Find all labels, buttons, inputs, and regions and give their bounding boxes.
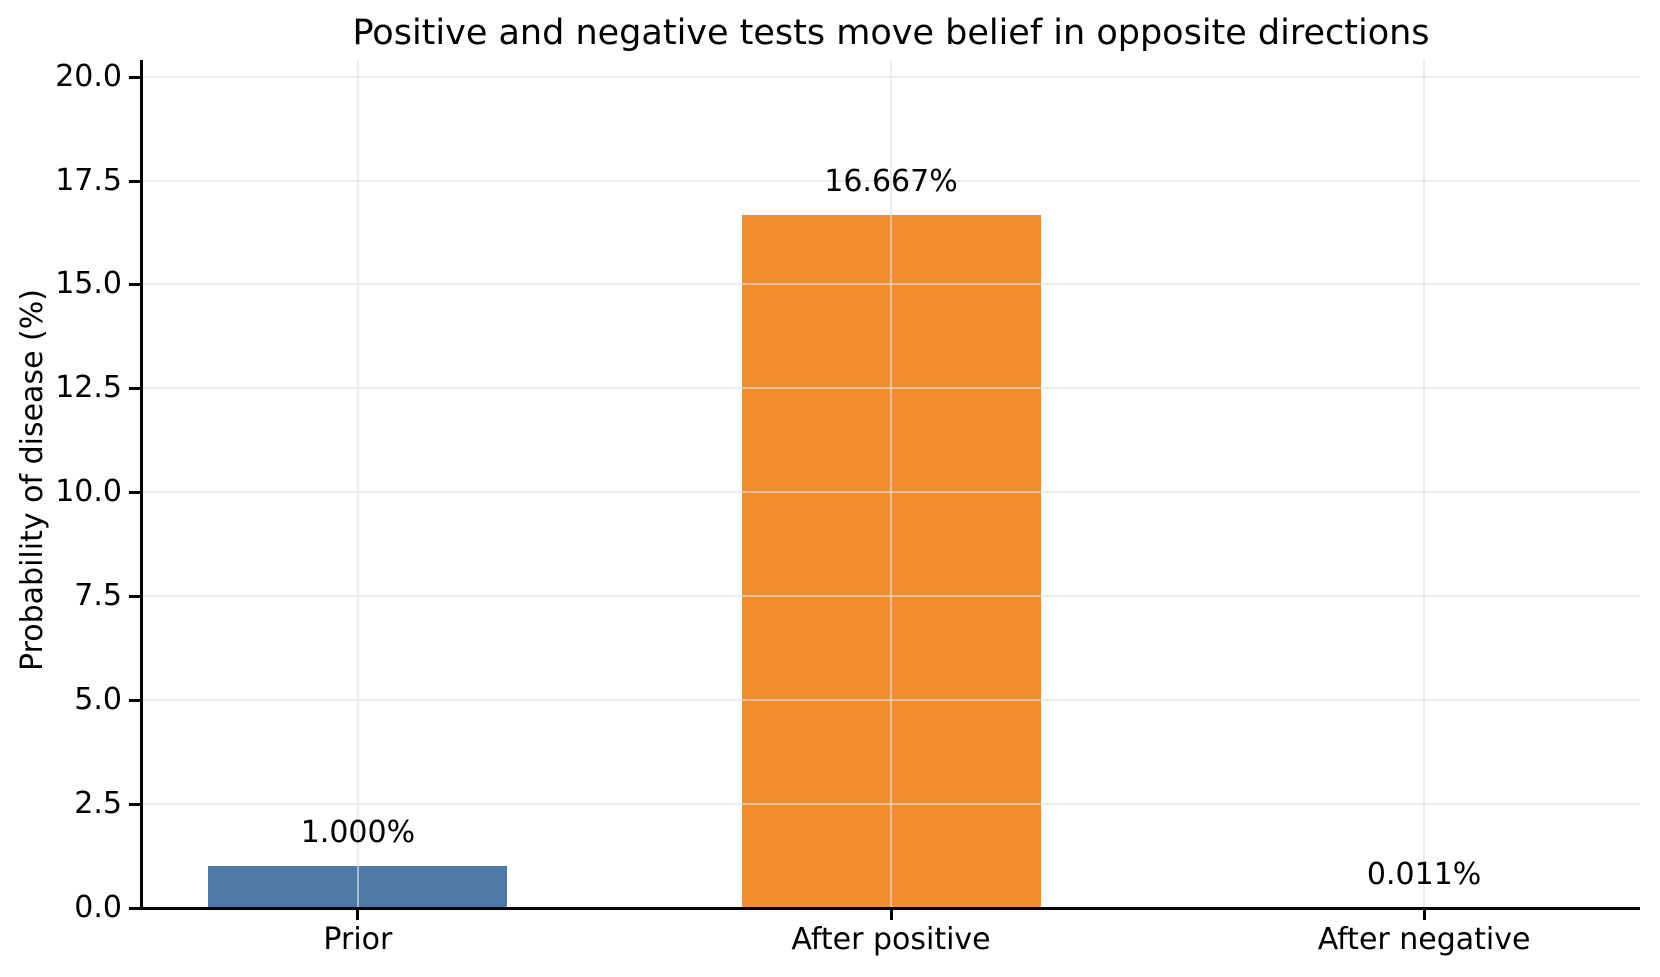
x-tick-mark xyxy=(1422,907,1426,920)
x-tick-label: Prior xyxy=(323,922,393,957)
y-tick-mark xyxy=(129,179,142,183)
v-gridline xyxy=(356,60,359,908)
y-tick-label: 20.0 xyxy=(55,58,122,94)
y-tick-mark xyxy=(129,387,142,391)
y-tick-mark xyxy=(129,803,142,807)
y-axis-spine xyxy=(140,60,143,910)
y-tick-label: 2.5 xyxy=(74,786,122,822)
y-tick-mark xyxy=(129,75,142,79)
y-tick-mark xyxy=(129,283,142,287)
x-tick-mark xyxy=(889,907,893,920)
y-tick-label: 12.5 xyxy=(55,370,122,406)
x-tick-mark xyxy=(356,907,360,920)
y-tick-mark xyxy=(129,699,142,703)
y-tick-label: 7.5 xyxy=(74,578,122,614)
x-tick-label: After positive xyxy=(791,922,991,957)
y-tick-mark xyxy=(129,595,142,599)
y-tick-label: 15.0 xyxy=(55,266,122,302)
y-tick-mark xyxy=(129,907,142,910)
v-gridline xyxy=(1423,60,1426,908)
y-tick-label: 17.5 xyxy=(55,162,122,198)
chart-title: Positive and negative tests move belief … xyxy=(352,13,1430,53)
x-tick-label: After negative xyxy=(1317,922,1531,957)
y-tick-mark xyxy=(129,491,142,495)
y-tick-label: 0.0 xyxy=(74,890,122,925)
x-axis-spine xyxy=(140,907,1640,910)
v-gridline xyxy=(890,60,892,908)
y-tick-label: 10.0 xyxy=(55,474,122,510)
bar-value-label: 1.000% xyxy=(300,815,416,851)
y-tick-label: 5.0 xyxy=(74,682,122,718)
bar-value-label: 0.011% xyxy=(1366,856,1482,892)
bar-value-label: 16.667% xyxy=(824,164,958,200)
plot-area: 1.000% 16.667% 0.011% xyxy=(142,60,1640,909)
